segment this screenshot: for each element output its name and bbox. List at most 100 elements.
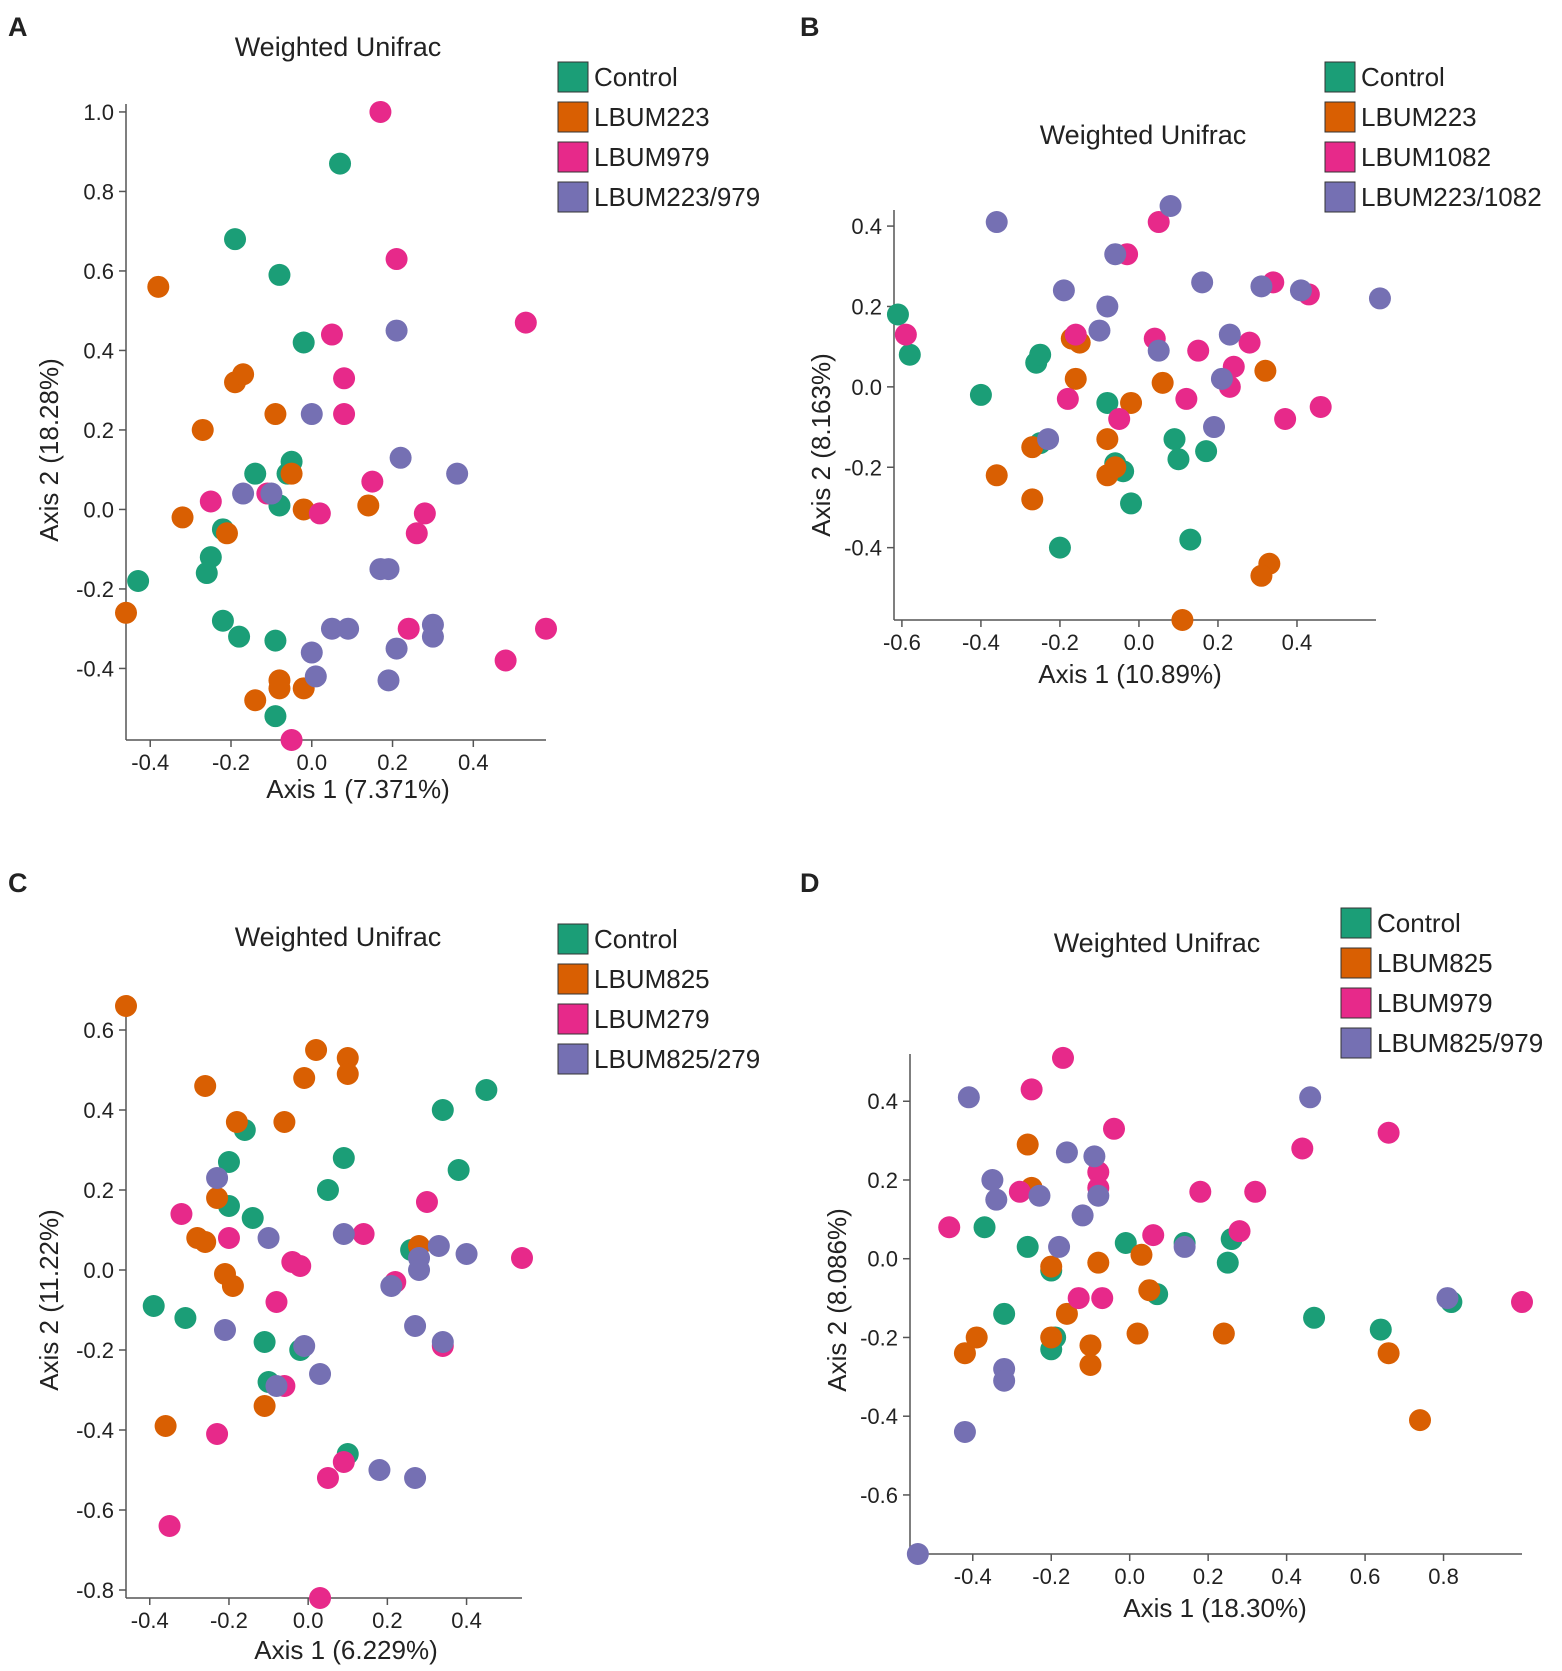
data-point-lbum223-979 <box>304 665 327 688</box>
x-tick-label: -0.4 <box>131 750 169 775</box>
data-point-control <box>253 1331 276 1353</box>
data-point-control <box>316 1179 339 1201</box>
y-tick-label: -0.4 <box>844 536 882 561</box>
y-tick-label: 1.0 <box>83 100 114 125</box>
data-point-lbum979 <box>1067 1287 1090 1310</box>
x-tick-label: 0.4 <box>458 750 489 775</box>
data-point-lbum1082 <box>1238 331 1261 354</box>
x-tick-label: 0.0 <box>293 1608 324 1633</box>
x-tick-label: 0.2 <box>372 1608 403 1633</box>
data-point-control <box>1303 1306 1326 1329</box>
data-point-lbum223 <box>280 462 303 485</box>
data-point-lbum223-979 <box>337 617 360 640</box>
data-point-lbum979 <box>333 367 356 390</box>
data-point-lbum223-1082 <box>1159 194 1182 217</box>
data-point-lbum825-979 <box>1087 1184 1110 1207</box>
data-point-lbum979 <box>199 490 222 513</box>
data-point-lbum223 <box>1096 428 1119 451</box>
legend: Control LBUM223 LBUM1082 LBUM223/1082 <box>1324 61 1542 213</box>
legend-swatch <box>1324 61 1356 93</box>
x-tick-label: 0.0 <box>1124 630 1155 655</box>
data-point-lbum825 <box>1212 1322 1235 1345</box>
data-point-lbum223-1082 <box>1104 243 1127 266</box>
data-point-lbum279 <box>170 1203 193 1225</box>
data-point-lbum825-279 <box>404 1315 427 1337</box>
data-point-lbum825-979 <box>1055 1141 1078 1164</box>
data-point-lbum279 <box>206 1423 229 1445</box>
data-point-lbum825 <box>965 1326 988 1349</box>
legend-swatch <box>557 1043 589 1075</box>
data-point-control <box>1167 448 1190 471</box>
data-point-control <box>1029 343 1052 366</box>
data-point-lbum279 <box>511 1247 533 1269</box>
data-point-control <box>224 228 247 251</box>
x-tick-label: 0.4 <box>1271 1564 1302 1589</box>
legend-label: LBUM825/979 <box>1377 1028 1543 1058</box>
data-point-lbum825-979 <box>906 1543 929 1565</box>
data-point-lbum223-979 <box>320 617 343 640</box>
data-point-control <box>268 263 291 286</box>
data-point-lbum979 <box>308 502 331 525</box>
data-point-lbum825 <box>1409 1409 1431 1432</box>
panel-letter: D <box>800 868 820 898</box>
x-tick-label: -0.4 <box>962 630 1000 655</box>
data-point-control <box>329 152 352 175</box>
y-tick-label: 0.4 <box>867 1089 898 1114</box>
data-point-lbum1082 <box>1108 408 1131 431</box>
data-point-control <box>332 1147 355 1169</box>
legend: Control LBUM223 LBUM979 LBUM223/979 <box>557 61 760 213</box>
data-point-lbum223-979 <box>377 669 400 692</box>
y-tick-label: 0.0 <box>83 497 114 522</box>
data-point-lbum825 <box>953 1342 976 1365</box>
data-point-lbum1082 <box>894 323 917 346</box>
data-point-control <box>1163 428 1186 451</box>
data-point-lbum825 <box>1040 1326 1063 1349</box>
y-tick-label: -0.6 <box>76 1498 114 1523</box>
data-point-lbum979 <box>385 248 408 271</box>
data-point-lbum223 <box>191 418 214 441</box>
y-tick-label: -0.6 <box>860 1483 898 1508</box>
data-point-lbum223 <box>1104 456 1127 479</box>
data-point-lbum1082 <box>1187 339 1210 362</box>
x-axis-label: Axis 1 (6.229%) <box>254 1635 438 1665</box>
data-point-control <box>174 1307 197 1329</box>
chart-title: Weighted Unifrac <box>235 922 442 952</box>
data-point-lbum223 <box>1120 391 1143 414</box>
data-point-lbum223 <box>1151 371 1174 394</box>
panel-b: B Weighted Unifrac -0.6 -0.4 -0.2 0.0 0.2 0.4 -0… <box>800 12 1542 689</box>
data-point-lbum825-979 <box>957 1086 980 1109</box>
data-point-lbum223 <box>232 363 255 386</box>
data-point-lbum279 <box>265 1291 288 1313</box>
data-point-lbum825 <box>1040 1255 1063 1278</box>
data-point-lbum279 <box>217 1227 240 1249</box>
data-point-lbum223 <box>215 522 238 545</box>
data-point-lbum223-979 <box>377 558 400 581</box>
data-point-control <box>1120 492 1143 515</box>
data-point-lbum825 <box>1016 1133 1039 1156</box>
data-point-control <box>886 303 909 326</box>
data-point-lbum979 <box>320 323 343 346</box>
data-point-lbum825 <box>225 1111 248 1133</box>
data-point-lbum979 <box>1189 1180 1212 1203</box>
legend-swatch <box>557 61 589 93</box>
data-point-lbum979 <box>1228 1220 1251 1243</box>
data-point-lbum223-979 <box>385 319 408 342</box>
data-point-lbum1082 <box>1274 408 1297 431</box>
x-tick-label: 0.2 <box>1203 630 1234 655</box>
panel-letter: B <box>800 12 820 42</box>
data-point-lbum825-279 <box>206 1167 229 1189</box>
data-point-lbum825 <box>1377 1342 1400 1365</box>
data-point-lbum825-279 <box>380 1275 403 1297</box>
data-point-lbum223-979 <box>446 462 469 485</box>
data-point-lbum979 <box>938 1216 961 1239</box>
data-point-control <box>969 383 992 406</box>
data-point-lbum825-979 <box>1071 1204 1094 1227</box>
x-tick-label: -0.2 <box>1032 1564 1070 1589</box>
y-tick-label: 0.0 <box>83 1258 114 1283</box>
legend-label: LBUM1082 <box>1361 142 1491 172</box>
data-point-lbum825 <box>194 1231 217 1253</box>
x-tick-label: 0.2 <box>377 750 408 775</box>
data-point-control <box>264 705 287 728</box>
legend-label: LBUM825 <box>594 964 710 994</box>
